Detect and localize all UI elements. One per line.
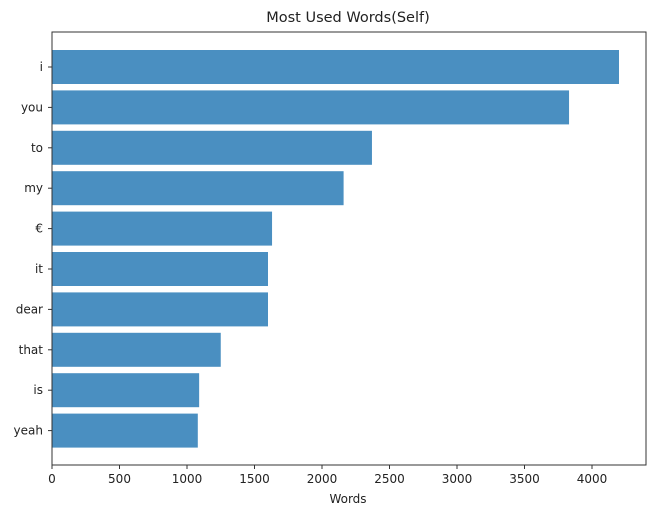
bar-3 (52, 171, 344, 206)
x-tick-label-8: 4000 (577, 472, 608, 486)
y-axis-ticks: i you to my € it dear that is yeah (14, 60, 52, 438)
bar-5 (52, 252, 268, 286)
bar-0 (52, 50, 619, 84)
x-tick-label-2: 1000 (172, 472, 203, 486)
y-tick-label-3: my (24, 181, 43, 195)
y-tick-label-8: is (33, 383, 43, 397)
y-tick-label-7: that (19, 343, 44, 357)
bar-1 (52, 90, 570, 125)
y-tick-label-4: € (35, 222, 43, 236)
y-tick-label-1: you (21, 100, 43, 114)
chart-title: Most Used Words(Self) (266, 10, 430, 26)
x-tick-label-3: 1500 (239, 472, 270, 486)
y-tick-label-6: dear (16, 302, 43, 316)
bar-4 (52, 211, 273, 246)
bars-group (52, 50, 619, 448)
x-tick-label-1: 500 (108, 472, 131, 486)
y-tick-label-2: to (31, 141, 43, 155)
plot-frame (51, 31, 647, 466)
x-axis-label: Words (329, 492, 366, 506)
x-axis-ticks: 0 500 1000 1500 2000 2500 3000 3500 4000 (48, 465, 607, 486)
x-tick-label-7: 3500 (509, 472, 540, 486)
y-tick-label-5: it (35, 262, 43, 276)
x-tick-label-4: 2000 (307, 472, 338, 486)
x-tick-label-5: 2500 (374, 472, 405, 486)
bar-8 (52, 373, 200, 408)
y-tick-label-0: i (40, 60, 43, 74)
x-tick-label-6: 3000 (442, 472, 473, 486)
bar-2 (52, 130, 372, 165)
x-tick-label-0: 0 (48, 472, 56, 486)
bar-7 (52, 332, 221, 367)
bar-9 (52, 413, 198, 448)
y-tick-label-9: yeah (14, 424, 43, 438)
bar-6 (52, 292, 268, 327)
